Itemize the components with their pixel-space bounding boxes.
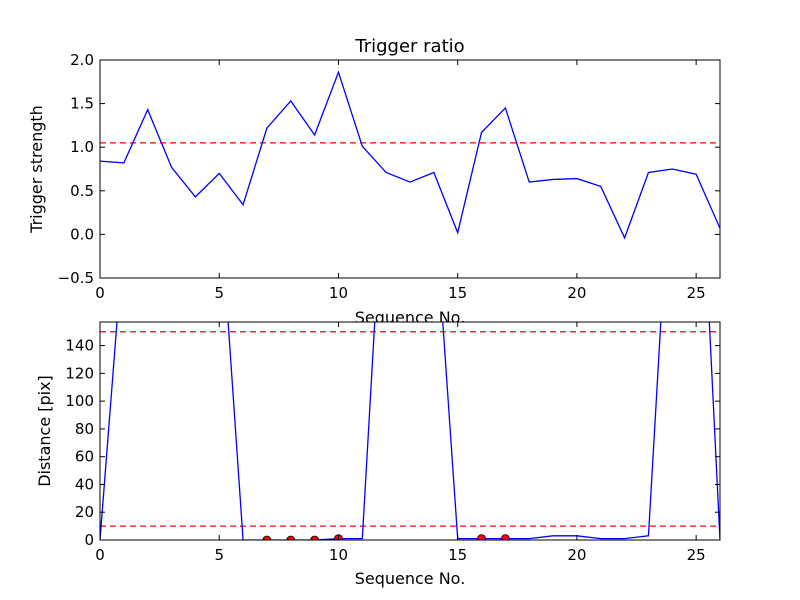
trigger-x-tick-label: 10 [329,284,348,302]
distance-x-tick-label: 10 [329,546,348,564]
distance-y-axis-label: Distance [pix] [35,375,54,487]
trigger-series-line [100,70,720,240]
chart-title: Trigger ratio [354,36,464,57]
distance-axes-frame [99,321,721,541]
distance-marker-point [477,534,486,540]
distance-y-tick-label: 140 [65,337,94,355]
trigger-x-tick-label: 25 [687,284,706,302]
distance-y-tick-label: 60 [75,448,94,466]
distance-marker-point [310,535,320,540]
trigger-y-axis-label: Trigger strength [27,105,46,234]
distance-x-tick-label: 5 [214,546,224,564]
distance-y-tick-label: 40 [75,475,94,493]
trigger-y-tick-label: −0.5 [58,269,94,287]
distance-y-tick-label: 0 [84,531,94,549]
trigger-y-tick-label: 1.5 [70,95,94,113]
trigger-y-tick-label: 1.0 [70,138,94,156]
trigger-axis-ticks: 0 5 10 15 20 25 −0.5 0.0 0.5 1.0 1.5 2.0 [58,51,720,302]
distance-x-tick-label: 15 [448,546,467,564]
distance-marker-point [262,535,272,540]
trigger-x-tick-label: 15 [448,284,467,302]
distance-x-tick-label: 25 [687,546,706,564]
distance-marker-point [286,535,296,540]
distance-y-tick-label: 120 [65,364,94,382]
distance-x-axis-label: Sequence No. [355,569,466,588]
distance-y-tick-label: 20 [75,503,94,521]
distance-marker-point [500,534,510,540]
trigger-y-tick-label: 0.0 [70,225,94,243]
trigger-x-tick-label: 20 [567,284,586,302]
distance-y-tick-label: 80 [75,420,94,438]
trigger-x-tick-label: 5 [214,284,224,302]
distance-chart: 0 5 10 15 20 25 0 20 40 60 80 100 120 140 Sequence No… [35,321,721,588]
distance-x-tick-label: 0 [95,546,105,564]
distance-x-tick-label: 20 [567,546,586,564]
distance-series-line [100,322,720,540]
distance-axes-background [100,322,720,540]
distance-y-tick-label: 100 [65,392,94,410]
distance-axis-ticks: 0 5 10 15 20 25 0 20 40 60 80 100 120 140 [65,322,720,564]
distance-plot-area [100,322,720,540]
trigger-y-tick-label: 2.0 [70,51,94,69]
trigger-x-tick-label: 0 [95,284,105,302]
trigger-y-tick-label: 0.5 [70,182,94,200]
trigger-plot-area [100,70,720,240]
trigger-axes-frame [99,59,721,279]
